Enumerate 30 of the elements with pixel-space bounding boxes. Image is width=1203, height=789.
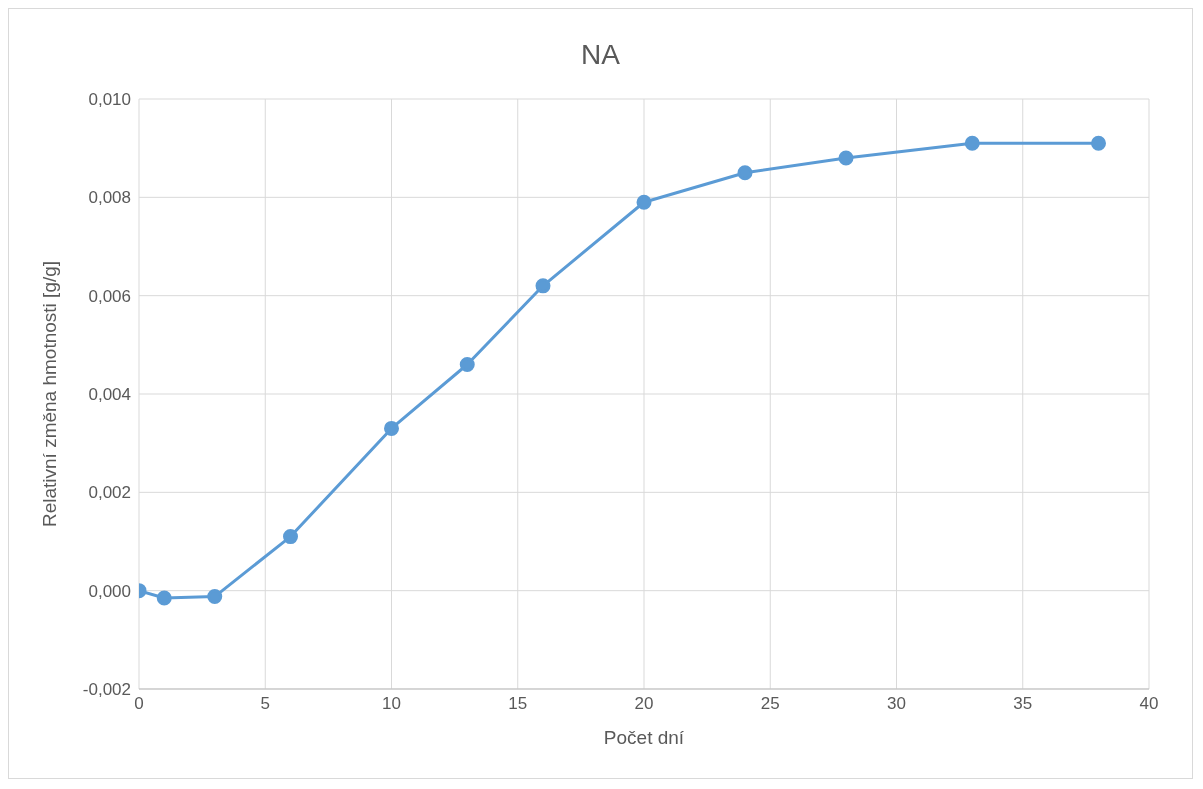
point — [737, 165, 753, 181]
y-tick-label: 0,010 — [88, 90, 131, 110]
point — [283, 529, 298, 545]
x-tick-label: 25 — [760, 694, 780, 714]
y-tick-label: 0,000 — [88, 581, 131, 601]
x-tick-label: 35 — [1013, 694, 1033, 714]
y-tick-label: -0,002 — [82, 680, 131, 700]
chart-title: NA — [580, 38, 621, 72]
y-tick-label: 0,004 — [88, 385, 131, 405]
point — [156, 590, 172, 606]
point — [459, 357, 475, 372]
point — [384, 420, 399, 436]
y-tick-label: 0,006 — [88, 286, 131, 306]
x-tick-label: 15 — [508, 694, 528, 714]
x-tick-label: 5 — [260, 694, 270, 714]
point — [1091, 135, 1106, 151]
x-tick-label: 0 — [134, 694, 144, 714]
point — [207, 589, 223, 605]
x-axis-title: Počet dní — [603, 727, 685, 748]
point — [535, 278, 551, 294]
y-tick-label: 0,008 — [88, 188, 131, 208]
x-tick-label: 40 — [1139, 694, 1159, 714]
x-tick-label: 20 — [634, 694, 654, 714]
y-tick-label: 0,002 — [88, 483, 131, 503]
point — [964, 135, 980, 151]
y-axis-title: Relativní změna hmotnosti [g/g] — [38, 260, 60, 528]
point — [636, 194, 652, 210]
x-tick-label: 10 — [382, 694, 401, 714]
x-tick-label: 30 — [887, 694, 906, 714]
point — [838, 150, 854, 166]
